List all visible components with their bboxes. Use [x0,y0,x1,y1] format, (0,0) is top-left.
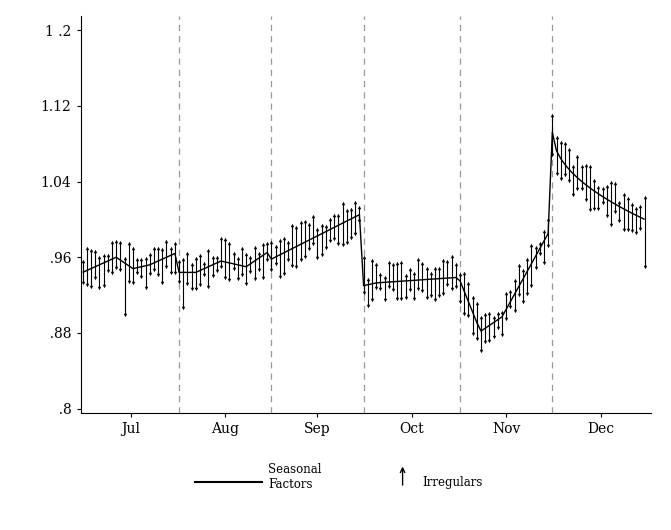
Text: Irregulars: Irregulars [423,476,483,489]
Text: Seasonal: Seasonal [268,463,322,475]
Text: Factors: Factors [268,479,313,491]
